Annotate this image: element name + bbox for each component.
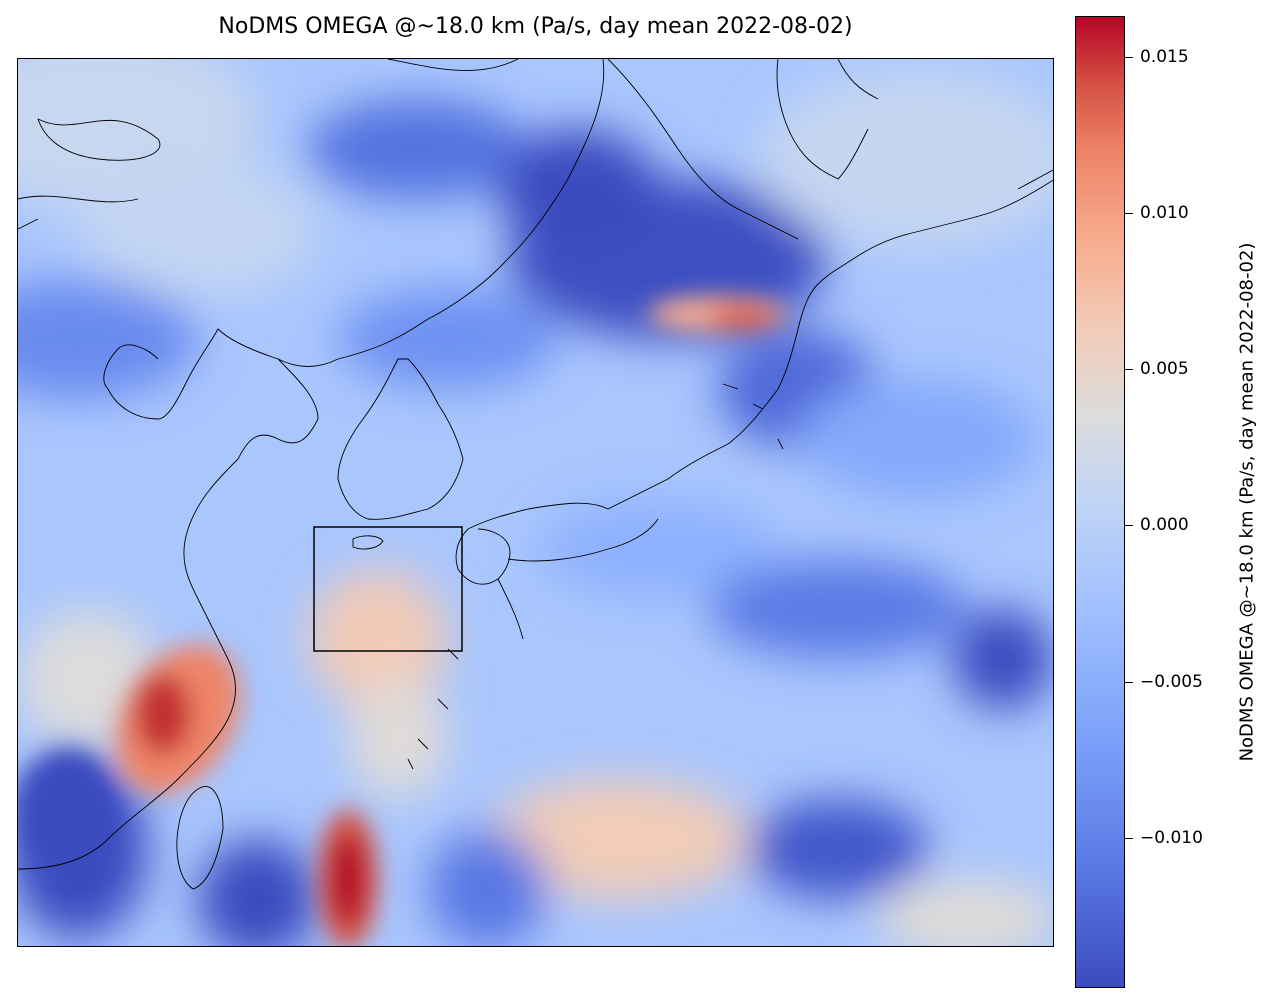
colorbar-tick [1125,212,1133,214]
colorbar-tick [1125,56,1133,58]
colorbar-tick [1125,525,1133,527]
field-features [18,296,788,946]
colorbar [1075,16,1125,988]
omega-field-map [18,59,1053,946]
colorbar-label: NoDMS OMEGA @~18.0 km (Pa/s, day mean 20… [1236,242,1258,762]
highlight-box [313,526,463,652]
colorbar-tick [1125,837,1133,839]
page-title: NoDMS OMEGA @~18.0 km (Pa/s, day mean 20… [218,14,853,39]
colorbar-tick-label: 0.010 [1140,202,1189,223]
colorbar-tick [1125,369,1133,371]
colorbar-tick-label: 0.000 [1140,515,1189,536]
colorbar-tick [1125,681,1133,683]
colorbar-tick-label: 0.005 [1140,359,1189,380]
colorbar-tick-label: 0.015 [1140,46,1189,67]
map-panel[interactable] [17,58,1054,947]
coastlines [18,59,1053,890]
colorbar-tick-label: −0.005 [1140,671,1203,692]
colorbar-tick-label: −0.010 [1140,827,1203,848]
